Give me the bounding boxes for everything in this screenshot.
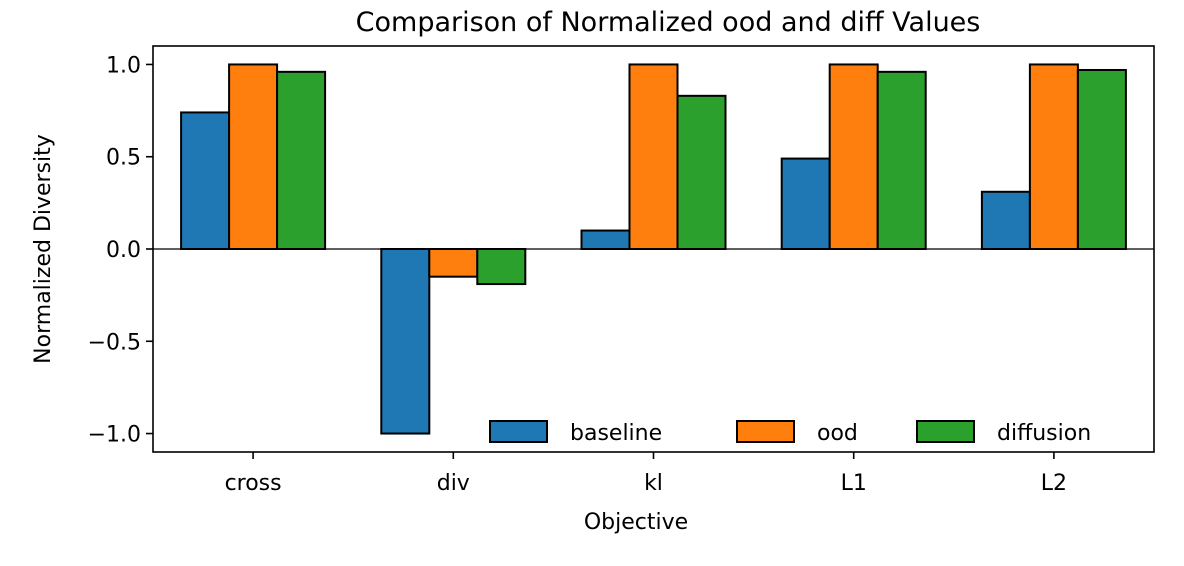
- x-tick-label: cross: [225, 471, 282, 496]
- bar-diffusion-L2: [1076, 68, 1127, 250]
- x-tick-label: kl: [644, 471, 663, 496]
- bars-layer: [180, 63, 1127, 435]
- legend-swatch-baseline: [489, 420, 548, 443]
- bar-baseline-L2: [980, 190, 1031, 250]
- x-tick-label: div: [437, 471, 470, 496]
- y-axis-title: Normalized Diversity: [31, 134, 56, 364]
- x-tick-label: L2: [1041, 471, 1067, 496]
- legend-swatch-ood: [736, 420, 795, 443]
- bar-ood-kl: [628, 63, 679, 250]
- legend-swatch-diffusion: [916, 420, 975, 443]
- y-tick-label: 1.0: [106, 53, 141, 78]
- x-tick-label: L1: [841, 471, 867, 496]
- legend: baseline ood diffusion: [489, 420, 1091, 446]
- legend-label-baseline: baseline: [570, 421, 662, 446]
- bar-diffusion-L1: [876, 70, 927, 250]
- x-axis-title: Objective: [584, 510, 688, 535]
- bar-baseline-L1: [780, 157, 831, 250]
- bar-diffusion-kl: [676, 94, 727, 250]
- bar-diffusion-div: [476, 248, 527, 286]
- bar-ood-L2: [1028, 63, 1079, 250]
- y-tick-label: 0.5: [106, 146, 141, 171]
- y-tick-label: −0.5: [88, 330, 141, 355]
- legend-label-ood: ood: [817, 421, 858, 446]
- bar-diffusion-cross: [276, 70, 327, 250]
- bar-baseline-kl: [580, 229, 631, 251]
- bar-ood-cross: [228, 63, 279, 250]
- bar-ood-L1: [828, 63, 879, 250]
- chart-title: Comparison of Normalized ood and diff Va…: [356, 7, 981, 38]
- bar-baseline-div: [380, 248, 431, 435]
- bar-ood-div: [428, 248, 479, 278]
- legend-label-diffusion: diffusion: [997, 421, 1091, 446]
- axes-layer: −1.0 −0.5 0.0 0.5 1.0 cross div kl L1 L2: [88, 45, 1155, 496]
- y-tick-label: 0.0: [106, 238, 141, 263]
- y-tick-label: −1.0: [88, 423, 141, 448]
- bar-baseline-cross: [180, 111, 231, 250]
